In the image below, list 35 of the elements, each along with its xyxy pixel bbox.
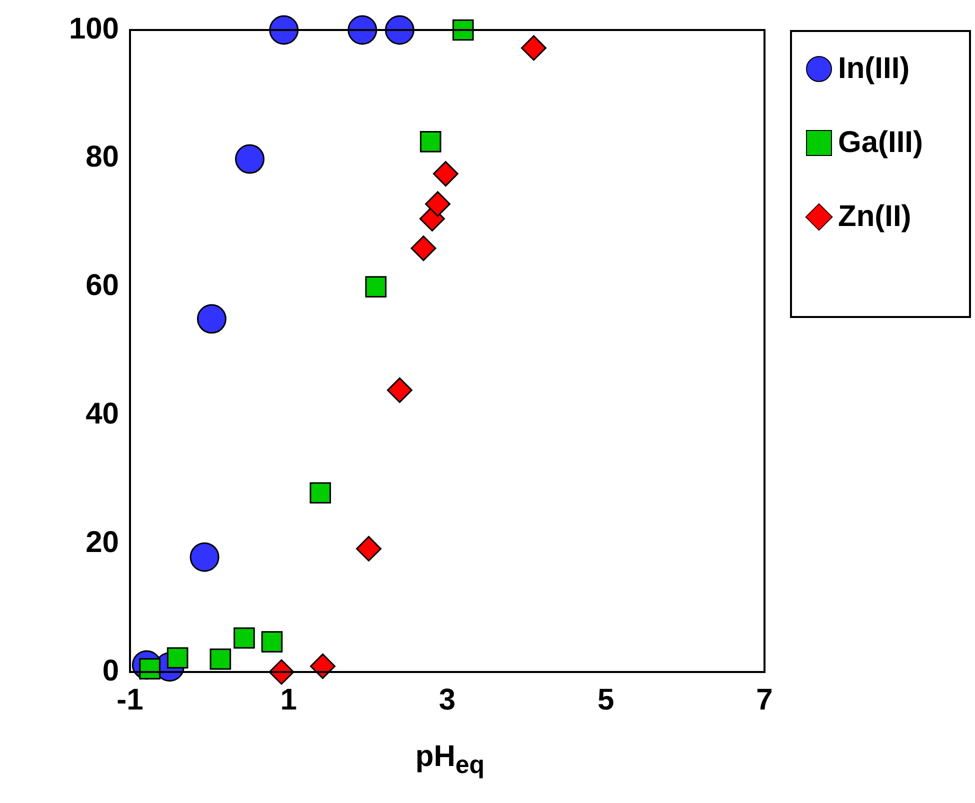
y-tick-label: 80: [86, 140, 119, 174]
point: [235, 144, 265, 174]
point: [210, 648, 232, 670]
x-tick-label: 5: [598, 683, 614, 716]
point: [269, 15, 299, 45]
y-tick-label: 100: [68, 12, 119, 46]
x-axis-title: pH$_{eq}$: [414, 740, 486, 780]
point: [386, 377, 412, 403]
legend-label: In(III): [838, 52, 910, 86]
x-tick-label: 7: [756, 683, 773, 716]
y-tick-label: 40: [86, 397, 119, 430]
point: [420, 131, 442, 152]
point: [384, 15, 414, 45]
point: [365, 276, 387, 298]
point: [452, 19, 474, 41]
point: [356, 536, 382, 562]
x-tick-label: -1: [116, 683, 144, 716]
point: [196, 304, 226, 334]
legend-label: Zn(II): [838, 200, 912, 234]
point: [520, 35, 546, 61]
point: [432, 161, 458, 187]
point: [310, 482, 331, 504]
y-tick-label: 60: [86, 269, 119, 302]
point: [190, 542, 220, 572]
legend-label: Ga(III): [838, 126, 924, 160]
point: [348, 15, 378, 45]
point: [310, 653, 336, 679]
point: [261, 631, 283, 652]
x-tick-label: 1: [280, 683, 297, 716]
x-tick-label: 3: [438, 683, 456, 716]
y-tick-label: 0: [102, 654, 119, 688]
y-tick-label: 20: [86, 526, 119, 559]
point: [424, 191, 450, 217]
point: [410, 236, 436, 262]
point: [234, 627, 255, 649]
